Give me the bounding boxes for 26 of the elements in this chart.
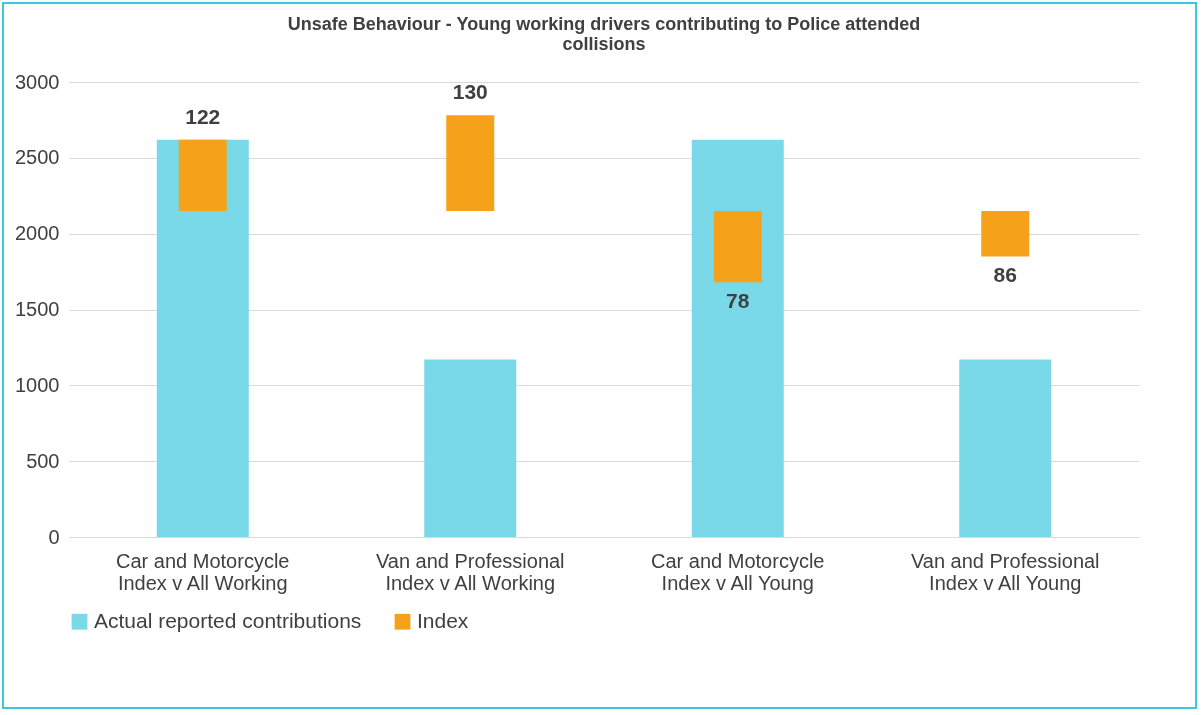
y-tick-label: 1500	[15, 298, 60, 320]
x-tick-label: Car and Motorcycle Index v All Young	[651, 549, 825, 594]
bar	[178, 139, 227, 211]
annotation: 86	[993, 263, 1017, 287]
x-tick-label: Van and Professional Index v All Working	[375, 549, 565, 594]
bar	[156, 139, 249, 537]
bar	[981, 210, 1030, 257]
annotation: 78	[726, 289, 750, 313]
y-tick-label: 3000	[15, 70, 60, 93]
bar	[713, 210, 762, 283]
x-tick-label: Van and Professional Index v All Young	[910, 549, 1100, 594]
chart-title: Unsafe Behaviour - Young working drivers contributing to Police attended collisions	[287, 14, 921, 54]
bar	[446, 115, 495, 211]
y-tick-label: 1000	[15, 373, 60, 396]
bar	[959, 359, 1052, 537]
annotation: 122	[185, 104, 221, 128]
bar	[424, 359, 517, 537]
annotation: 130	[452, 80, 488, 104]
y-tick-label: 2500	[15, 146, 60, 169]
legend-label: Actual reported contributions	[94, 608, 362, 632]
y-tick-label: 2000	[15, 222, 60, 245]
x-tick-label: Car and Motorcycle Index v All Working	[116, 549, 290, 594]
y-tick-label: 0	[48, 525, 60, 548]
legend-label: Index	[417, 608, 469, 632]
bar	[691, 139, 784, 537]
y-tick-label: 500	[26, 449, 60, 472]
